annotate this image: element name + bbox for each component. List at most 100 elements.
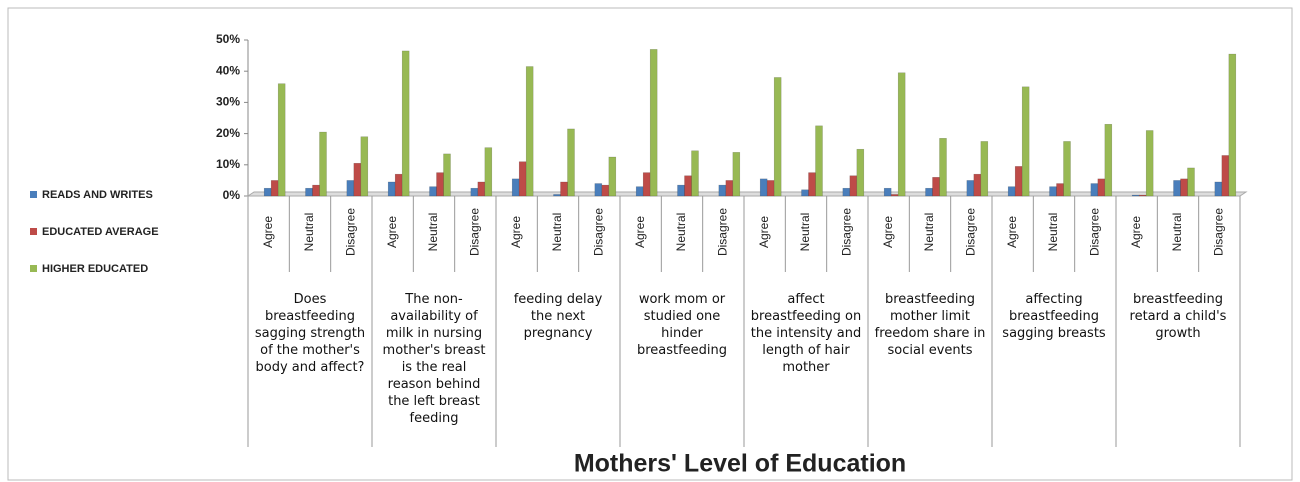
group-label: affect breastfeeding on the intensity an… xyxy=(750,292,862,375)
bar xyxy=(567,128,575,197)
bar xyxy=(1063,141,1071,197)
chart-border xyxy=(7,7,1293,481)
bar xyxy=(897,72,906,197)
group-label: affecting breastfeeding sagging breasts xyxy=(1002,292,1106,341)
x-tick-label: Disagree xyxy=(964,208,978,256)
bar xyxy=(649,49,658,197)
bar xyxy=(842,187,851,197)
bar xyxy=(939,138,947,197)
x-tick-label: Disagree xyxy=(1088,208,1102,256)
x-tick-label: Agree xyxy=(261,216,275,248)
bar xyxy=(932,177,940,197)
bar xyxy=(401,50,410,197)
y-tick-label: 0% xyxy=(223,188,241,202)
x-tick-label: Neutral xyxy=(798,213,812,252)
bar xyxy=(394,173,403,197)
bar xyxy=(470,187,479,197)
x-tick-label: Agree xyxy=(881,216,895,248)
x-tick-label: Agree xyxy=(509,216,523,248)
x-tick-label: Neutral xyxy=(550,213,564,252)
bar xyxy=(1138,194,1147,197)
bar xyxy=(277,83,286,197)
bar xyxy=(553,194,561,197)
bar xyxy=(601,184,610,197)
bar xyxy=(718,184,727,197)
group-label: breastfeeding mother limit freedom share… xyxy=(874,292,986,358)
bar xyxy=(1173,180,1181,197)
x-tick-label: Neutral xyxy=(922,213,936,252)
y-tick-label: 40% xyxy=(216,63,240,77)
x-tick-label: Neutral xyxy=(1046,213,1060,252)
x-tick-label: Disagree xyxy=(1212,208,1226,256)
bar xyxy=(436,172,444,197)
y-tick-label: 20% xyxy=(216,126,240,140)
bar xyxy=(890,194,899,197)
x-tick-label: Neutral xyxy=(302,213,316,252)
bar xyxy=(525,66,534,197)
bar xyxy=(518,161,527,197)
group-label: feeding delay the next pregnancy xyxy=(513,292,603,341)
bar xyxy=(1056,183,1064,197)
legend-label: HIGHER EDUCATED xyxy=(42,263,148,275)
bar xyxy=(360,136,369,197)
bar xyxy=(725,180,734,197)
x-tick-label: Neutral xyxy=(674,213,688,252)
bar xyxy=(677,184,685,197)
bar xyxy=(635,186,644,197)
bar xyxy=(925,187,933,197)
bar xyxy=(1090,183,1099,197)
bar xyxy=(856,148,865,197)
bar xyxy=(1104,123,1113,197)
bar xyxy=(1049,186,1057,197)
legend-swatch xyxy=(30,191,37,198)
y-tick-label: 10% xyxy=(216,157,240,171)
bar xyxy=(511,178,520,197)
group-label: The non-availability of milk in nursing … xyxy=(382,292,486,426)
bar xyxy=(691,150,699,197)
chart-title: Mothers' Level of Education xyxy=(574,450,906,478)
bar xyxy=(849,175,858,197)
bar xyxy=(608,156,617,197)
bar xyxy=(429,186,437,197)
bar xyxy=(346,180,355,197)
bar xyxy=(1131,194,1140,197)
x-tick-label: Disagree xyxy=(716,208,730,256)
bar xyxy=(966,180,975,197)
bar xyxy=(594,183,603,197)
bar xyxy=(883,187,892,197)
bar xyxy=(980,141,989,197)
bar xyxy=(1145,130,1154,197)
bar xyxy=(1228,53,1237,197)
bar xyxy=(766,180,775,197)
bar xyxy=(353,162,362,197)
group-label: breastfeeding retard a child's growth xyxy=(1129,292,1227,341)
bar xyxy=(1014,166,1023,197)
bar xyxy=(270,180,279,197)
bar xyxy=(815,125,823,197)
y-tick-label: 30% xyxy=(216,95,240,109)
y-tick-label: 50% xyxy=(216,32,240,46)
bar xyxy=(1097,178,1106,197)
x-tick-label: Disagree xyxy=(592,208,606,256)
bar xyxy=(312,184,320,197)
x-tick-label: Neutral xyxy=(426,213,440,252)
bar xyxy=(973,173,982,197)
x-tick-label: Disagree xyxy=(344,208,358,256)
bar xyxy=(1180,178,1188,197)
legend-label: READS AND WRITES xyxy=(42,189,153,201)
x-tick-label: Neutral xyxy=(1170,213,1184,252)
bar xyxy=(484,147,493,197)
bar xyxy=(684,175,692,197)
bar xyxy=(387,181,396,197)
group-label: work mom or studied one hinder breastfee… xyxy=(636,292,728,358)
bar xyxy=(808,172,816,197)
bar xyxy=(801,189,809,197)
bar xyxy=(263,187,272,197)
bar xyxy=(642,172,651,197)
group-label: Does breastfeeding sagging strength of t… xyxy=(254,292,366,375)
bar xyxy=(443,153,451,197)
x-tick-label: Agree xyxy=(757,216,771,248)
x-tick-label: Agree xyxy=(633,216,647,248)
